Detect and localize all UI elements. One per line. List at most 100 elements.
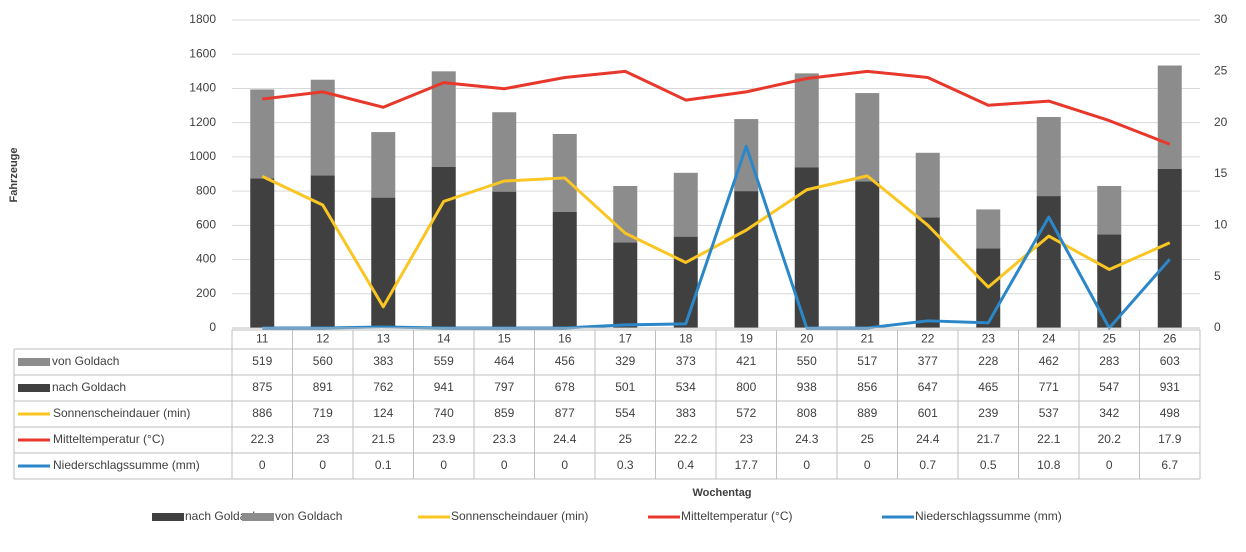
table-cell: 0 [803, 458, 810, 472]
table-cell: 941 [434, 380, 454, 394]
bar [431, 166, 456, 328]
table-cell: 377 [918, 354, 938, 368]
table-row-label: von Goldach [52, 354, 119, 368]
table-cell: 938 [797, 380, 817, 394]
bar [552, 133, 577, 212]
table-cell: 23 [316, 432, 330, 446]
table-cell: 800 [736, 380, 756, 394]
table-cell: 498 [1160, 406, 1180, 420]
table-cell: 24.3 [795, 432, 819, 446]
line-series [262, 144, 1171, 330]
x-tick-label: 15 [498, 332, 512, 346]
table-cell: 0 [259, 458, 266, 472]
table-cell: 931 [1160, 380, 1180, 394]
table-cell: 373 [676, 354, 696, 368]
table-cell: 342 [1099, 406, 1119, 420]
y-tick-label: 1200 [189, 115, 216, 129]
table-cell: 383 [676, 406, 696, 420]
table-cell: 21.5 [372, 432, 396, 446]
table-cell: 537 [1039, 406, 1059, 420]
bar [613, 242, 638, 328]
table-legend-key [18, 358, 50, 366]
table-cell: 0.7 [919, 458, 936, 472]
bar [1157, 65, 1182, 169]
table-cell: 0.1 [375, 458, 392, 472]
bar [552, 211, 577, 328]
bar [855, 93, 880, 182]
legend-label: Mitteltemperatur (°C) [681, 509, 793, 523]
y2-tick-label: 5 [1214, 269, 1221, 283]
bar [673, 236, 698, 328]
y-tick-label: 0 [209, 320, 216, 334]
y-tick-label: 1800 [189, 12, 216, 26]
table-row-label: nach Goldach [52, 380, 126, 394]
y2-tick-label: 0 [1214, 320, 1221, 334]
table-cell: 464 [494, 354, 514, 368]
table-cell: 23.3 [493, 432, 517, 446]
table-legend-key [18, 384, 50, 392]
table-cell: 886 [252, 406, 272, 420]
table-cell: 465 [978, 380, 998, 394]
bar [250, 178, 275, 328]
table-cell: 550 [797, 354, 817, 368]
y-tick-label: 1400 [189, 81, 216, 95]
table-row-label: Niederschlagssumme (mm) [53, 458, 200, 472]
table-cell: 21.7 [977, 432, 1001, 446]
y-axis-title: Fahrzeuge [8, 147, 20, 202]
x-tick-label: 16 [558, 332, 572, 346]
table-cell: 0.3 [617, 458, 634, 472]
x-tick-label: 12 [316, 332, 330, 346]
y-tick-label: 200 [196, 286, 216, 300]
table-cell: 23 [740, 432, 754, 446]
line-series [261, 174, 1171, 309]
table-cell: 889 [857, 406, 877, 420]
bar [915, 152, 940, 218]
table-cell: 10.8 [1037, 458, 1061, 472]
table-cell: 519 [252, 354, 272, 368]
table-cell: 547 [1099, 380, 1119, 394]
legend-label: Niederschlagssumme (mm) [915, 509, 1062, 523]
y2-tick-label: 15 [1214, 166, 1228, 180]
legend-label: nach Goldach [185, 509, 259, 523]
bar [492, 191, 517, 328]
y-tick-label: 1600 [189, 46, 216, 60]
table-cell: 22.2 [674, 432, 698, 446]
bar [976, 209, 1001, 249]
table-cell: 24.4 [916, 432, 940, 446]
x-tick-label: 23 [982, 332, 996, 346]
y-tick-label: 600 [196, 218, 216, 232]
table-cell: 0 [1106, 458, 1113, 472]
table-cell: 23.9 [432, 432, 456, 446]
legend-label: von Goldach [275, 509, 342, 523]
table-cell: 603 [1160, 354, 1180, 368]
y-tick-label: 1000 [189, 149, 216, 163]
table-cell: 501 [615, 380, 635, 394]
x-axis-title: Wochentag [692, 487, 751, 499]
table-cell: 239 [978, 406, 998, 420]
bar [673, 172, 698, 237]
table-cell: 283 [1099, 354, 1119, 368]
table-cell: 25 [619, 432, 633, 446]
bar [310, 175, 335, 328]
bar [250, 89, 275, 179]
table-cell: 0 [501, 458, 508, 472]
table-cell: 797 [494, 380, 514, 394]
bar [371, 132, 396, 198]
y-tick-label: 800 [196, 183, 216, 197]
legend-label: Sonnenscheindauer (min) [451, 509, 588, 523]
table-cell: 875 [252, 380, 272, 394]
table-cell: 228 [978, 354, 998, 368]
table-cell: 859 [494, 406, 514, 420]
bar [915, 217, 940, 328]
x-tick-label: 26 [1163, 332, 1177, 346]
x-tick-label: 24 [1042, 332, 1056, 346]
table-cell: 22.1 [1037, 432, 1061, 446]
table-cell: 0 [561, 458, 568, 472]
table-cell: 554 [615, 406, 635, 420]
bar [855, 181, 880, 328]
table-cell: 560 [313, 354, 333, 368]
table-cell: 891 [313, 380, 333, 394]
table-cell: 329 [615, 354, 635, 368]
bar [734, 191, 759, 328]
y2-tick-label: 25 [1214, 64, 1228, 78]
